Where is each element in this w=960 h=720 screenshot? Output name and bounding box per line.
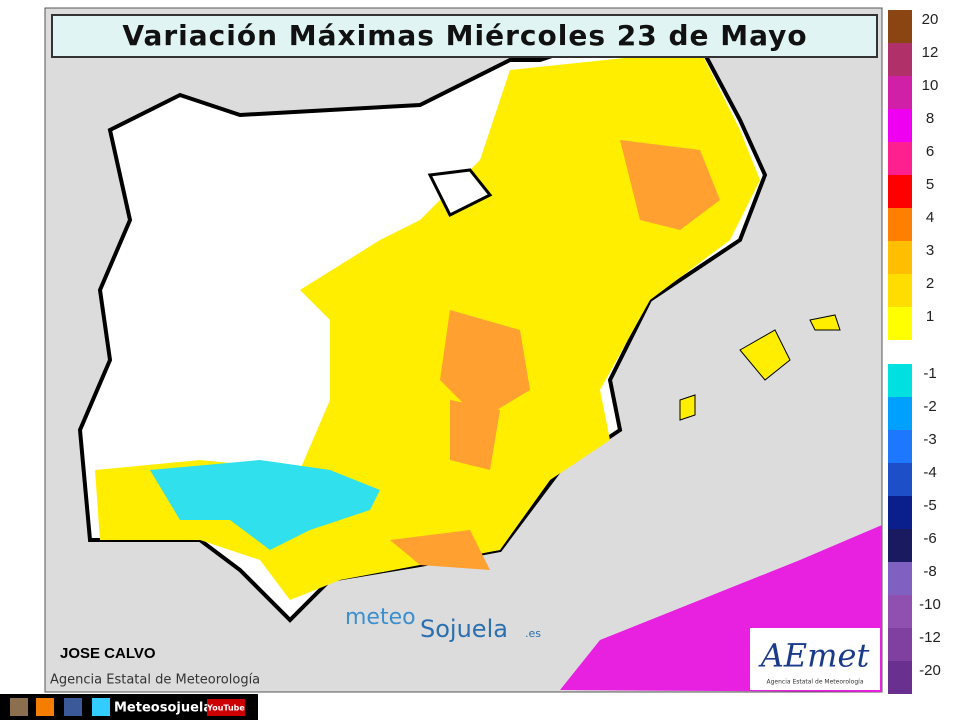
legend-swatch <box>888 529 912 562</box>
watermark: meteo <box>345 605 416 630</box>
hot-area <box>390 140 720 570</box>
agency: Agencia Estatal de Meteorología <box>50 673 260 688</box>
legend-swatch <box>888 274 912 307</box>
legend-label: 4 <box>926 209 934 226</box>
legend-swatch <box>888 661 912 694</box>
watermark: Sojuela <box>420 615 508 643</box>
icon[interactable] <box>92 698 110 716</box>
legend-label: -2 <box>923 398 936 415</box>
author: JOSE CALVO <box>60 645 156 662</box>
legend-label: 8 <box>926 110 934 127</box>
legend-label: -3 <box>923 431 936 448</box>
logo-box <box>750 628 880 690</box>
icon[interactable] <box>36 698 54 716</box>
legend-swatch <box>888 175 912 208</box>
legend-swatch <box>888 463 912 496</box>
legend-label: -5 <box>923 497 936 514</box>
youtube[interactable]: YouTube <box>206 704 245 713</box>
legend-label: -4 <box>923 464 936 481</box>
cool-area <box>150 460 380 550</box>
legend-label: 3 <box>926 242 934 259</box>
legend-swatch <box>888 430 912 463</box>
legend-label: 12 <box>922 44 939 61</box>
legend-label: -20 <box>919 662 941 679</box>
legend-swatch <box>888 397 912 430</box>
legend-swatch <box>888 241 912 274</box>
legend-label: 1 <box>926 308 934 325</box>
handle[interactable]: Meteosojuela <box>114 701 212 716</box>
title-box <box>51 14 878 58</box>
title: Variación Máximas Miércoles 23 de Mayo <box>122 19 807 52</box>
legend-swatch <box>888 628 912 661</box>
icon[interactable] <box>64 698 82 716</box>
legend-swatch <box>888 496 912 529</box>
legend-label: 6 <box>926 143 934 160</box>
la-rioja <box>427 168 493 218</box>
legend-label: -10 <box>919 596 941 613</box>
legend-label: -6 <box>923 530 936 547</box>
legend-swatch <box>888 307 912 340</box>
legend: 20 12 10 8 6 5 4 3 2 1 -1 -2 -3 -4 -5 -6 -8 -10 -12 -20 <box>888 10 941 694</box>
legend-swatch <box>888 76 912 109</box>
icon[interactable] <box>10 698 28 716</box>
legend-swatch <box>888 562 912 595</box>
logo-subtitle: Agencia Estatal de Meteorología <box>767 679 864 686</box>
legend-swatch <box>888 142 912 175</box>
youtube-icon[interactable] <box>207 699 245 716</box>
legend-swatch <box>888 364 912 397</box>
warm-area <box>95 50 760 600</box>
legend-label: 20 <box>922 11 939 28</box>
legend-label: -12 <box>919 629 941 646</box>
watermark: .es <box>525 627 541 640</box>
legend-label: -1 <box>923 365 936 382</box>
islands <box>679 314 841 421</box>
legend-swatch <box>888 109 912 142</box>
legend-swatch <box>888 595 912 628</box>
legend-label: 2 <box>926 275 934 292</box>
legend-label: 5 <box>926 176 934 193</box>
legend-swatch <box>888 43 912 76</box>
legend-swatch <box>888 208 912 241</box>
legend-swatch <box>888 10 912 43</box>
logo: AEmet <box>758 637 870 675</box>
legend-label: -8 <box>923 563 936 580</box>
legend-label: 10 <box>922 77 939 94</box>
